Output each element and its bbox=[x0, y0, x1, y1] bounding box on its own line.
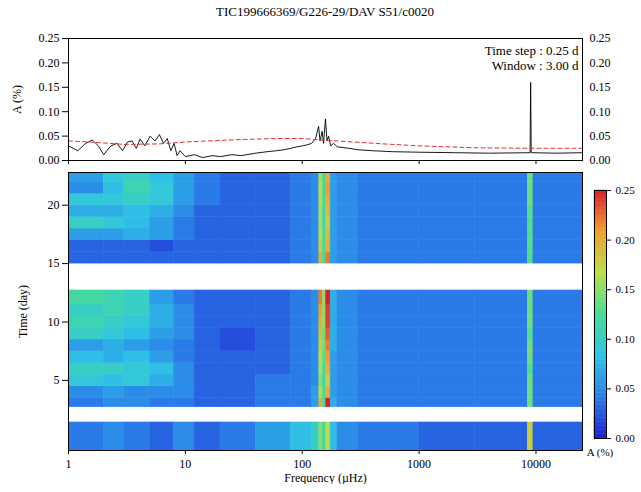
svg-text:1: 1 bbox=[66, 457, 72, 471]
svg-text:0.05: 0.05 bbox=[616, 382, 636, 394]
svg-text:1000: 1000 bbox=[407, 457, 431, 471]
svg-text:0.15: 0.15 bbox=[590, 80, 611, 94]
svg-text:0.00: 0.00 bbox=[39, 153, 60, 166]
svg-text:Time step : 0.25 dWindow : 3.0: Time step : 0.25 dWindow : 3.00 d bbox=[485, 43, 579, 73]
svg-text:0.10: 0.10 bbox=[590, 105, 611, 119]
svg-text:0.20: 0.20 bbox=[590, 56, 611, 70]
svg-text:10000: 10000 bbox=[521, 457, 551, 471]
svg-text:Frequency (µHz): Frequency (µHz) bbox=[284, 471, 367, 485]
svg-text:0.25: 0.25 bbox=[39, 31, 60, 45]
svg-text:0.25: 0.25 bbox=[590, 31, 611, 45]
svg-text:10: 10 bbox=[48, 315, 60, 329]
svg-text:15: 15 bbox=[48, 256, 60, 270]
svg-text:0.05: 0.05 bbox=[590, 129, 611, 143]
svg-text:0.10: 0.10 bbox=[39, 105, 60, 119]
svg-text:20: 20 bbox=[48, 198, 60, 212]
svg-text:Time (day): Time (day) bbox=[16, 285, 30, 338]
svg-text:0.00: 0.00 bbox=[616, 432, 636, 444]
svg-text:5: 5 bbox=[54, 373, 60, 387]
svg-text:0.25: 0.25 bbox=[616, 184, 636, 196]
svg-text:10: 10 bbox=[179, 457, 191, 471]
svg-text:0.15: 0.15 bbox=[616, 283, 636, 295]
svg-text:0.05: 0.05 bbox=[39, 129, 60, 143]
svg-text:0.00: 0.00 bbox=[590, 153, 611, 166]
svg-text:0.20: 0.20 bbox=[616, 234, 636, 246]
svg-text:A (%): A (%) bbox=[10, 85, 24, 114]
svg-text:0.20: 0.20 bbox=[39, 56, 60, 70]
svg-text:100: 100 bbox=[293, 457, 311, 471]
svg-text:0.10: 0.10 bbox=[616, 333, 636, 345]
html-text:A (%): A (%) bbox=[586, 446, 614, 458]
svg-text:0.15: 0.15 bbox=[39, 80, 60, 94]
html-text:TIC199666369/G226-29/DAV S51/c: TIC199666369/G226-29/DAV S51/c0020 bbox=[216, 4, 434, 19]
